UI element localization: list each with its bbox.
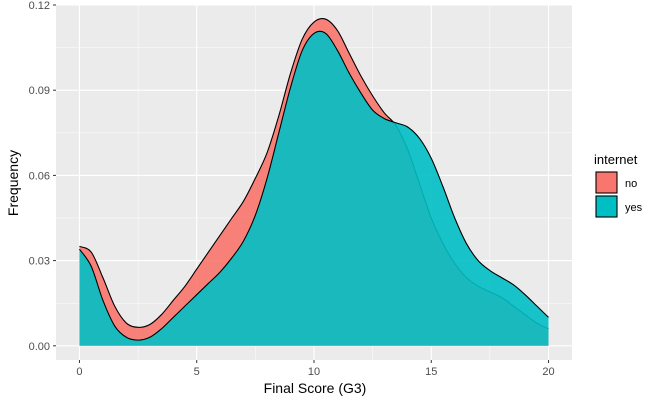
x-axis: 0 5 10 15 20 <box>76 360 555 378</box>
y-axis: 0.00 0.03 0.06 0.09 0.12 <box>29 0 56 353</box>
y-tick-label: 0.03 <box>29 256 50 268</box>
x-tick-label: 5 <box>194 366 200 378</box>
x-tick-label: 20 <box>542 366 554 378</box>
x-tick-label: 0 <box>76 366 82 378</box>
legend-key-no <box>595 171 618 194</box>
legend-label-yes: yes <box>625 202 643 214</box>
density-line-yes <box>78 30 549 341</box>
x-axis-title: Final Score (G3) <box>264 380 367 396</box>
legend: internet no yes <box>594 152 643 218</box>
y-tick-label: 0.09 <box>29 85 50 97</box>
y-tick-label: 0.06 <box>29 170 50 182</box>
y-axis-title: Frequency <box>5 150 21 216</box>
x-tick-label: 10 <box>308 366 320 378</box>
legend-title: internet <box>594 152 638 167</box>
density-area-yes <box>79 31 549 346</box>
legend-key-yes <box>595 195 618 218</box>
y-tick-label: 0.12 <box>29 0 50 12</box>
series-layer <box>78 18 549 346</box>
legend-label-no: no <box>625 178 637 190</box>
x-tick-label: 15 <box>425 366 437 378</box>
y-tick-label: 0.00 <box>29 341 50 353</box>
